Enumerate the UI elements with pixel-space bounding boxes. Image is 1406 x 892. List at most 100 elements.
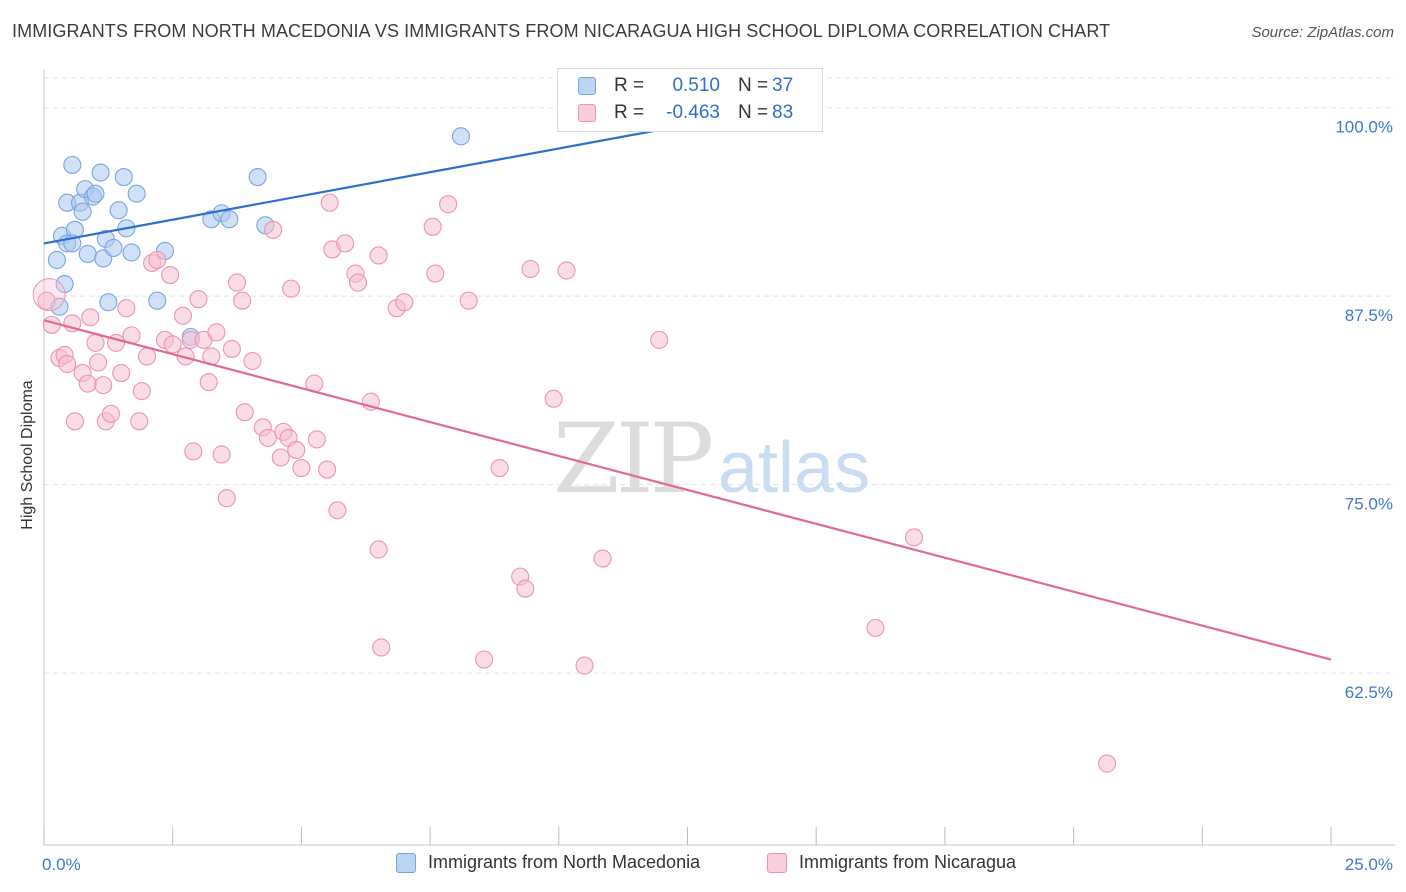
point-north-macedonia [73, 202, 92, 221]
point-north-macedonia [114, 168, 133, 187]
point-north-macedonia [91, 163, 110, 182]
bottom-legend-swatch-blue [396, 852, 416, 873]
point-nicaragua [217, 489, 236, 508]
point-nicaragua [117, 299, 136, 318]
point-nicaragua [212, 445, 231, 464]
point-nicaragua [222, 339, 241, 358]
point-nicaragua [544, 389, 563, 408]
point-nicaragua [369, 540, 388, 559]
point-north-macedonia [109, 201, 128, 220]
trend-lines [43, 106, 1332, 661]
point-nicaragua [287, 440, 306, 460]
legend-r-value: 0.510 [672, 75, 720, 96]
point-nicaragua [148, 250, 167, 270]
point-nicaragua [228, 273, 247, 292]
point-north-macedonia [148, 291, 167, 310]
legend-row-nicaragua: R = -0.463 N = 83 [578, 100, 793, 126]
trend-line-nicaragua [43, 319, 1332, 661]
y-tick-label: 87.5% [1345, 306, 1393, 325]
point-nicaragua [395, 293, 414, 312]
point-nicaragua [369, 246, 388, 265]
x-tick-label: 0.0% [42, 855, 81, 874]
point-nicaragua [233, 291, 252, 310]
point-nicaragua [650, 330, 669, 349]
point-nicaragua [336, 234, 355, 253]
axes [43, 70, 1395, 846]
y-tick-label: 75.0% [1345, 495, 1393, 514]
point-north-macedonia [86, 184, 105, 203]
point-nicaragua [475, 650, 494, 669]
point-nicaragua [264, 220, 283, 239]
bottom-legend-label: Immigrants from North Macedonia [428, 852, 701, 872]
point-nicaragua [320, 193, 339, 212]
point-nicaragua [94, 376, 113, 395]
legend-n-label: N = [738, 102, 769, 123]
chart-title: IMMIGRANTS FROM NORTH MACEDONIA VS IMMIG… [12, 21, 1111, 41]
point-nicaragua [1098, 754, 1117, 773]
point-north-macedonia [127, 184, 146, 203]
point-nicaragua [328, 501, 347, 520]
legend-r-value: -0.463 [666, 102, 720, 123]
bottom-legend-north-macedonia: Immigrants from North Macedonia [396, 852, 700, 873]
legend-swatch-blue [578, 77, 596, 95]
point-nicaragua [282, 279, 301, 298]
point-nicaragua [32, 278, 66, 312]
point-nicaragua [318, 460, 337, 479]
point-nicaragua [372, 638, 391, 657]
point-nicaragua [161, 266, 180, 285]
point-nicaragua [86, 333, 105, 352]
point-nicaragua [184, 442, 203, 461]
legend-n-value: 83 [772, 102, 794, 123]
point-nicaragua [904, 528, 924, 547]
y-tick-label: 100.0% [1335, 118, 1393, 137]
bottom-legend-swatch-pink [767, 852, 787, 873]
point-nicaragua [101, 404, 120, 423]
point-nicaragua [58, 354, 77, 374]
point-nicaragua [173, 306, 193, 325]
point-nicaragua [37, 291, 56, 310]
point-nicaragua [439, 195, 458, 214]
point-nicaragua [89, 353, 108, 372]
point-north-macedonia [63, 155, 82, 175]
point-north-macedonia [451, 127, 471, 146]
point-nicaragua [575, 656, 594, 675]
point-nicaragua [130, 412, 149, 431]
watermark: ZIP atlas [553, 403, 870, 515]
point-nicaragua [557, 261, 576, 280]
point-north-macedonia [122, 243, 141, 262]
point-north-macedonia [220, 210, 239, 229]
point-north-macedonia [99, 293, 118, 312]
watermark-zip: ZIP [553, 403, 712, 515]
point-nicaragua [258, 428, 277, 447]
point-nicaragua [866, 618, 885, 637]
point-nicaragua [459, 291, 478, 310]
point-north-macedonia [47, 250, 66, 270]
point-nicaragua [81, 308, 100, 327]
point-north-macedonia [104, 238, 123, 257]
point-north-macedonia [248, 168, 267, 187]
bottom-legend-nicaragua: Immigrants from Nicaragua [767, 852, 1016, 873]
legend-r-label: R = [614, 102, 645, 123]
point-nicaragua [426, 264, 445, 283]
point-nicaragua [112, 364, 131, 383]
legend-swatch-pink [578, 104, 596, 122]
point-nicaragua [423, 217, 442, 236]
point-nicaragua [78, 374, 97, 393]
point-nicaragua [65, 412, 84, 431]
point-nicaragua [271, 448, 290, 467]
point-nicaragua [521, 259, 540, 279]
point-nicaragua [307, 430, 326, 449]
point-nicaragua [490, 459, 509, 478]
bottom-legend-label: Immigrants from Nicaragua [799, 852, 1017, 872]
point-nicaragua [348, 273, 368, 292]
point-nicaragua [292, 459, 311, 478]
gridlines [44, 77, 1395, 674]
point-north-macedonia [78, 244, 97, 263]
point-nicaragua [132, 382, 151, 401]
tick-labels: 62.5% 75.0% 87.5% 100.0% 0.0% 25.0% [42, 118, 1393, 874]
legend-n-label: N = [738, 75, 769, 96]
point-nicaragua [163, 335, 182, 354]
watermark-atlas: atlas [718, 428, 870, 508]
legend-n-value: 37 [772, 75, 794, 96]
